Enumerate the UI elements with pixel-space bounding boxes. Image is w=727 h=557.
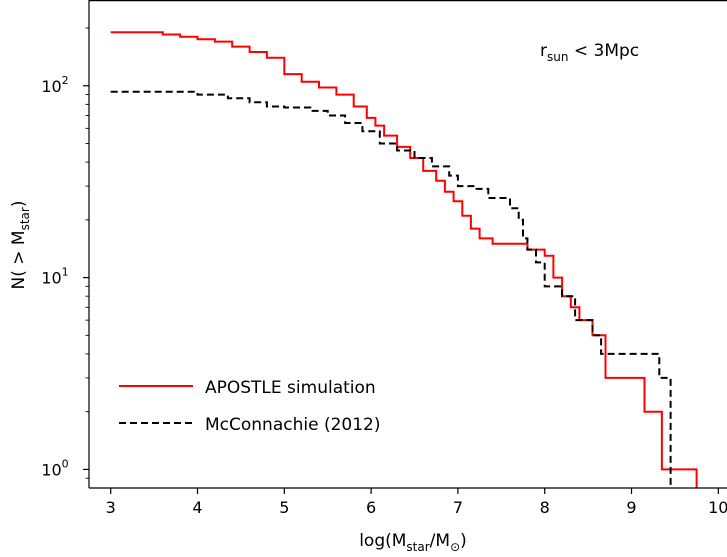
x-tick-label: 6	[366, 498, 376, 517]
annotation-text: rsun < 3Mpc	[540, 41, 639, 64]
x-tick-label: 8	[540, 498, 550, 517]
x-axis-title: log(Mstar/M⊙)	[359, 531, 467, 554]
legend: APOSTLE simulation McConnachie (2012)	[119, 378, 381, 435]
series-line-1	[110, 31, 698, 488]
y-axis-title: N( > Mstar)	[9, 201, 32, 290]
x-tick-label: 3	[106, 498, 116, 517]
series-line-2	[110, 90, 672, 488]
plot-frame	[88, 0, 727, 489]
ticks-layer: 3 4 5 6 7 8 9 10 100 101 102	[41, 27, 727, 517]
x-tick-label: 5	[279, 498, 289, 517]
x-tick-label: 10	[708, 498, 727, 517]
x-tick-label: 4	[192, 498, 202, 517]
x-tick-label: 7	[453, 498, 463, 517]
y-tick-label: 102	[41, 74, 68, 96]
legend-label-mcconnachie: McConnachie (2012)	[205, 415, 381, 435]
y-tick-label: 100	[41, 457, 68, 479]
series-layer	[110, 31, 698, 488]
x-tick-label: 9	[626, 498, 636, 517]
y-tick-label: 101	[41, 266, 68, 288]
legend-label-apostle: APOSTLE simulation	[205, 378, 376, 398]
